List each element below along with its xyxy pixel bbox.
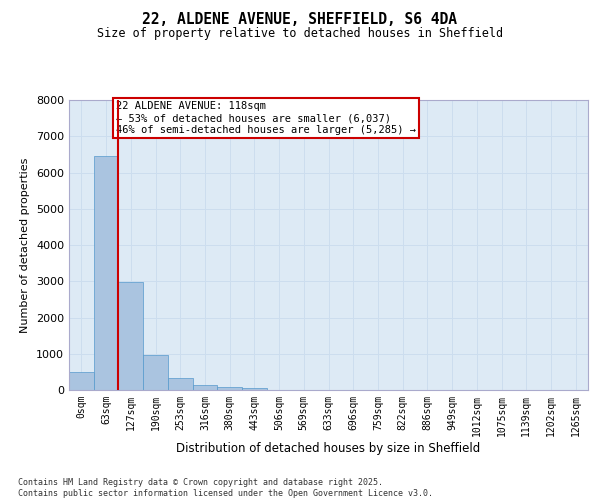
Text: Contains HM Land Registry data © Crown copyright and database right 2025.
Contai: Contains HM Land Registry data © Crown c… — [18, 478, 433, 498]
Text: 22 ALDENE AVENUE: 118sqm
← 53% of detached houses are smaller (6,037)
46% of sem: 22 ALDENE AVENUE: 118sqm ← 53% of detach… — [116, 102, 416, 134]
Text: 22, ALDENE AVENUE, SHEFFIELD, S6 4DA: 22, ALDENE AVENUE, SHEFFIELD, S6 4DA — [143, 12, 458, 28]
Y-axis label: Number of detached properties: Number of detached properties — [20, 158, 31, 332]
Bar — [193, 385, 217, 390]
Bar — [118, 282, 143, 390]
Bar — [94, 156, 118, 390]
Bar — [168, 378, 193, 390]
Bar — [143, 355, 168, 390]
Bar — [242, 388, 267, 390]
Bar — [69, 372, 94, 390]
Text: Size of property relative to detached houses in Sheffield: Size of property relative to detached ho… — [97, 28, 503, 40]
Bar — [217, 388, 242, 390]
X-axis label: Distribution of detached houses by size in Sheffield: Distribution of detached houses by size … — [176, 442, 481, 454]
